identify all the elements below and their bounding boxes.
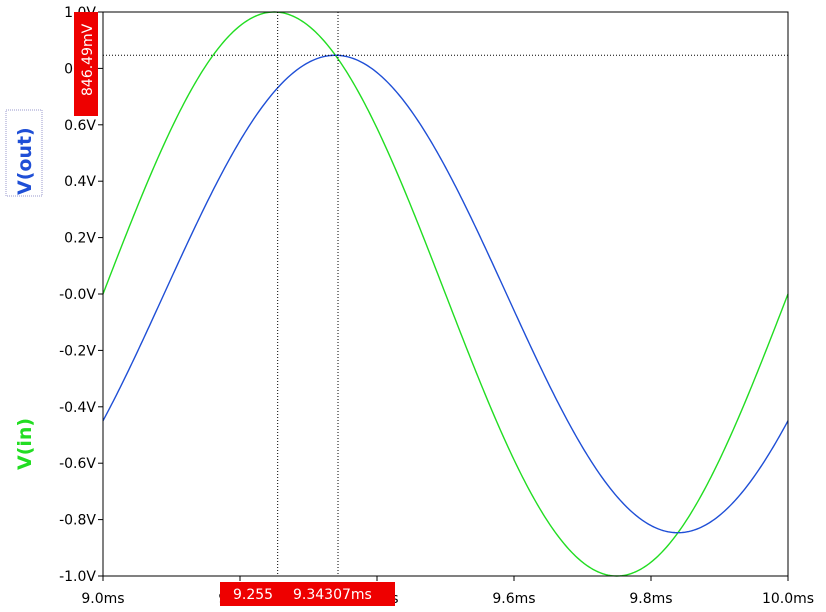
series-line-vin[interactable]: [102, 11, 789, 577]
series-label-vout[interactable]: V(out): [14, 127, 36, 195]
cursor-flag-1-text: 9.255: [233, 587, 273, 603]
series-label-vin[interactable]: V(in): [14, 418, 36, 470]
x-tick-label: 9.6ms: [492, 591, 535, 607]
horizontal-cursor-flag-text: 846.49mV: [80, 23, 96, 96]
x-tick-label: 9.0ms: [81, 591, 124, 607]
y-tick-label: -0.4V: [59, 400, 96, 416]
series-line-vout[interactable]: [102, 54, 789, 534]
x-tick-label: 10.0ms: [762, 591, 814, 607]
y-tick-label: 0.6V: [64, 118, 96, 134]
vout-label-box[interactable]: [5, 109, 43, 197]
x-tick-label: 9.8ms: [629, 591, 672, 607]
y-tick-label: 0.2V: [64, 231, 96, 247]
series-layer: [102, 11, 789, 577]
cursor-flag-layer: 9.255 9.34307ms 846.49mV: [74, 12, 395, 606]
cursor-flag-1[interactable]: [220, 582, 286, 606]
y-tick-label: -0.6V: [59, 456, 96, 472]
cursor-flag-2-text: 9.34307ms: [293, 587, 372, 603]
cursor-flag-2[interactable]: [285, 582, 395, 606]
y-tick-label: 0.4V: [64, 174, 96, 190]
horizontal-cursor-flag[interactable]: [74, 12, 98, 116]
y-tick-label: -0.8V: [59, 513, 96, 529]
cursor-layer: [103, 12, 788, 576]
tick-layer: 1.0V0.8V0.6V0.4V0.2V-0.0V-0.2V-0.4V-0.6V…: [59, 5, 814, 607]
y-tick-label: -0.0V: [59, 287, 96, 303]
y-tick-label: -1.0V: [59, 569, 96, 585]
y-tick-label: -0.2V: [59, 343, 96, 359]
